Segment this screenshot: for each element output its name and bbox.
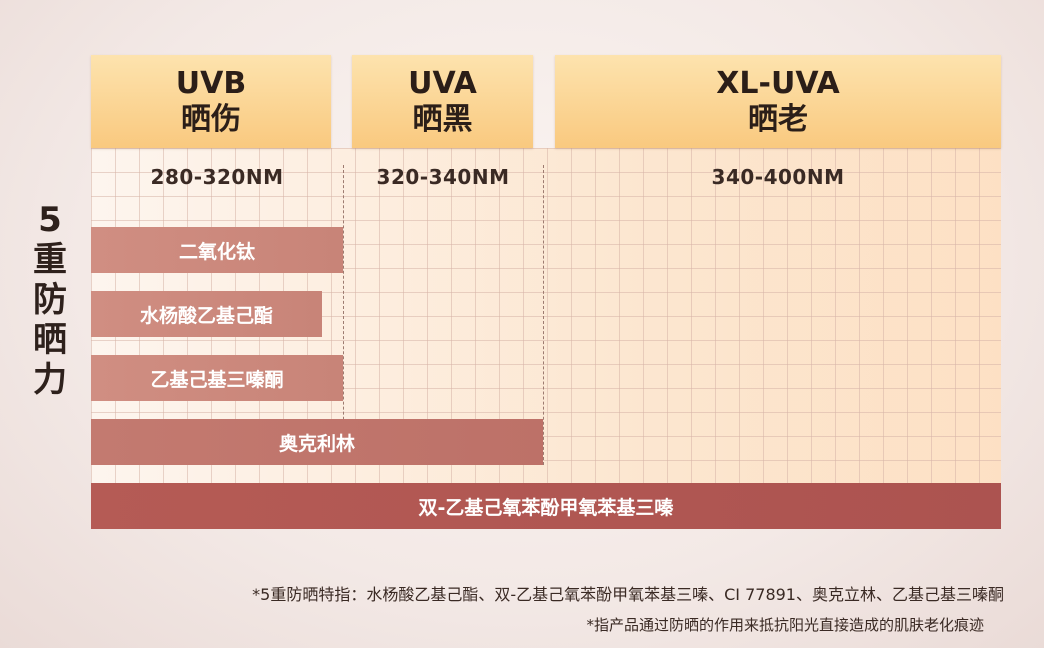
footnote: *5重防晒特指：水杨酸乙基己酯、双-乙基己氧苯酚甲氧苯基三嗪、CI 77891、… bbox=[252, 585, 1004, 604]
ingredient-bar: 双-乙基己氧苯酚甲氧苯基三嗪 bbox=[91, 483, 1001, 529]
ingredient-bar: 水杨酸乙基己酯 bbox=[91, 291, 322, 337]
column-header-uvb: UVB 晒伤 bbox=[91, 55, 331, 148]
ingredient-bar: 奥克利林 bbox=[91, 419, 543, 465]
side-title-char: 5 bbox=[38, 200, 62, 240]
column-header-xl-uva: XL-UVA 晒老 bbox=[555, 55, 1001, 148]
column-name: UVB bbox=[175, 65, 247, 101]
side-title-char: 重 bbox=[33, 240, 67, 280]
column-name: XL-UVA bbox=[716, 65, 840, 101]
footnote: *指产品通过防晒的作用来抵抗阳光直接造成的肌肤老化痕迹 bbox=[586, 616, 984, 634]
column-name: UVA bbox=[408, 65, 477, 101]
dashed-divider bbox=[343, 165, 344, 465]
column-header-uva: UVA 晒黑 bbox=[352, 55, 533, 148]
column-effect: 晒伤 bbox=[181, 101, 241, 137]
column-effect: 晒黑 bbox=[412, 101, 473, 137]
range-label-uva: 320-340NM bbox=[376, 165, 510, 189]
dashed-divider bbox=[543, 165, 544, 465]
ingredient-bar: 乙基己基三嗪酮 bbox=[91, 355, 343, 401]
side-title: 5 重 防 晒 力 bbox=[28, 200, 72, 400]
side-title-char: 力 bbox=[33, 360, 67, 400]
range-label-xl-uva: 340-400NM bbox=[711, 165, 845, 189]
column-effect: 晒老 bbox=[748, 101, 808, 137]
side-title-char: 晒 bbox=[33, 320, 67, 360]
side-title-char: 防 bbox=[33, 280, 67, 320]
ingredient-bar: 二氧化钛 bbox=[91, 227, 343, 273]
range-label-uvb: 280-320NM bbox=[150, 165, 284, 189]
